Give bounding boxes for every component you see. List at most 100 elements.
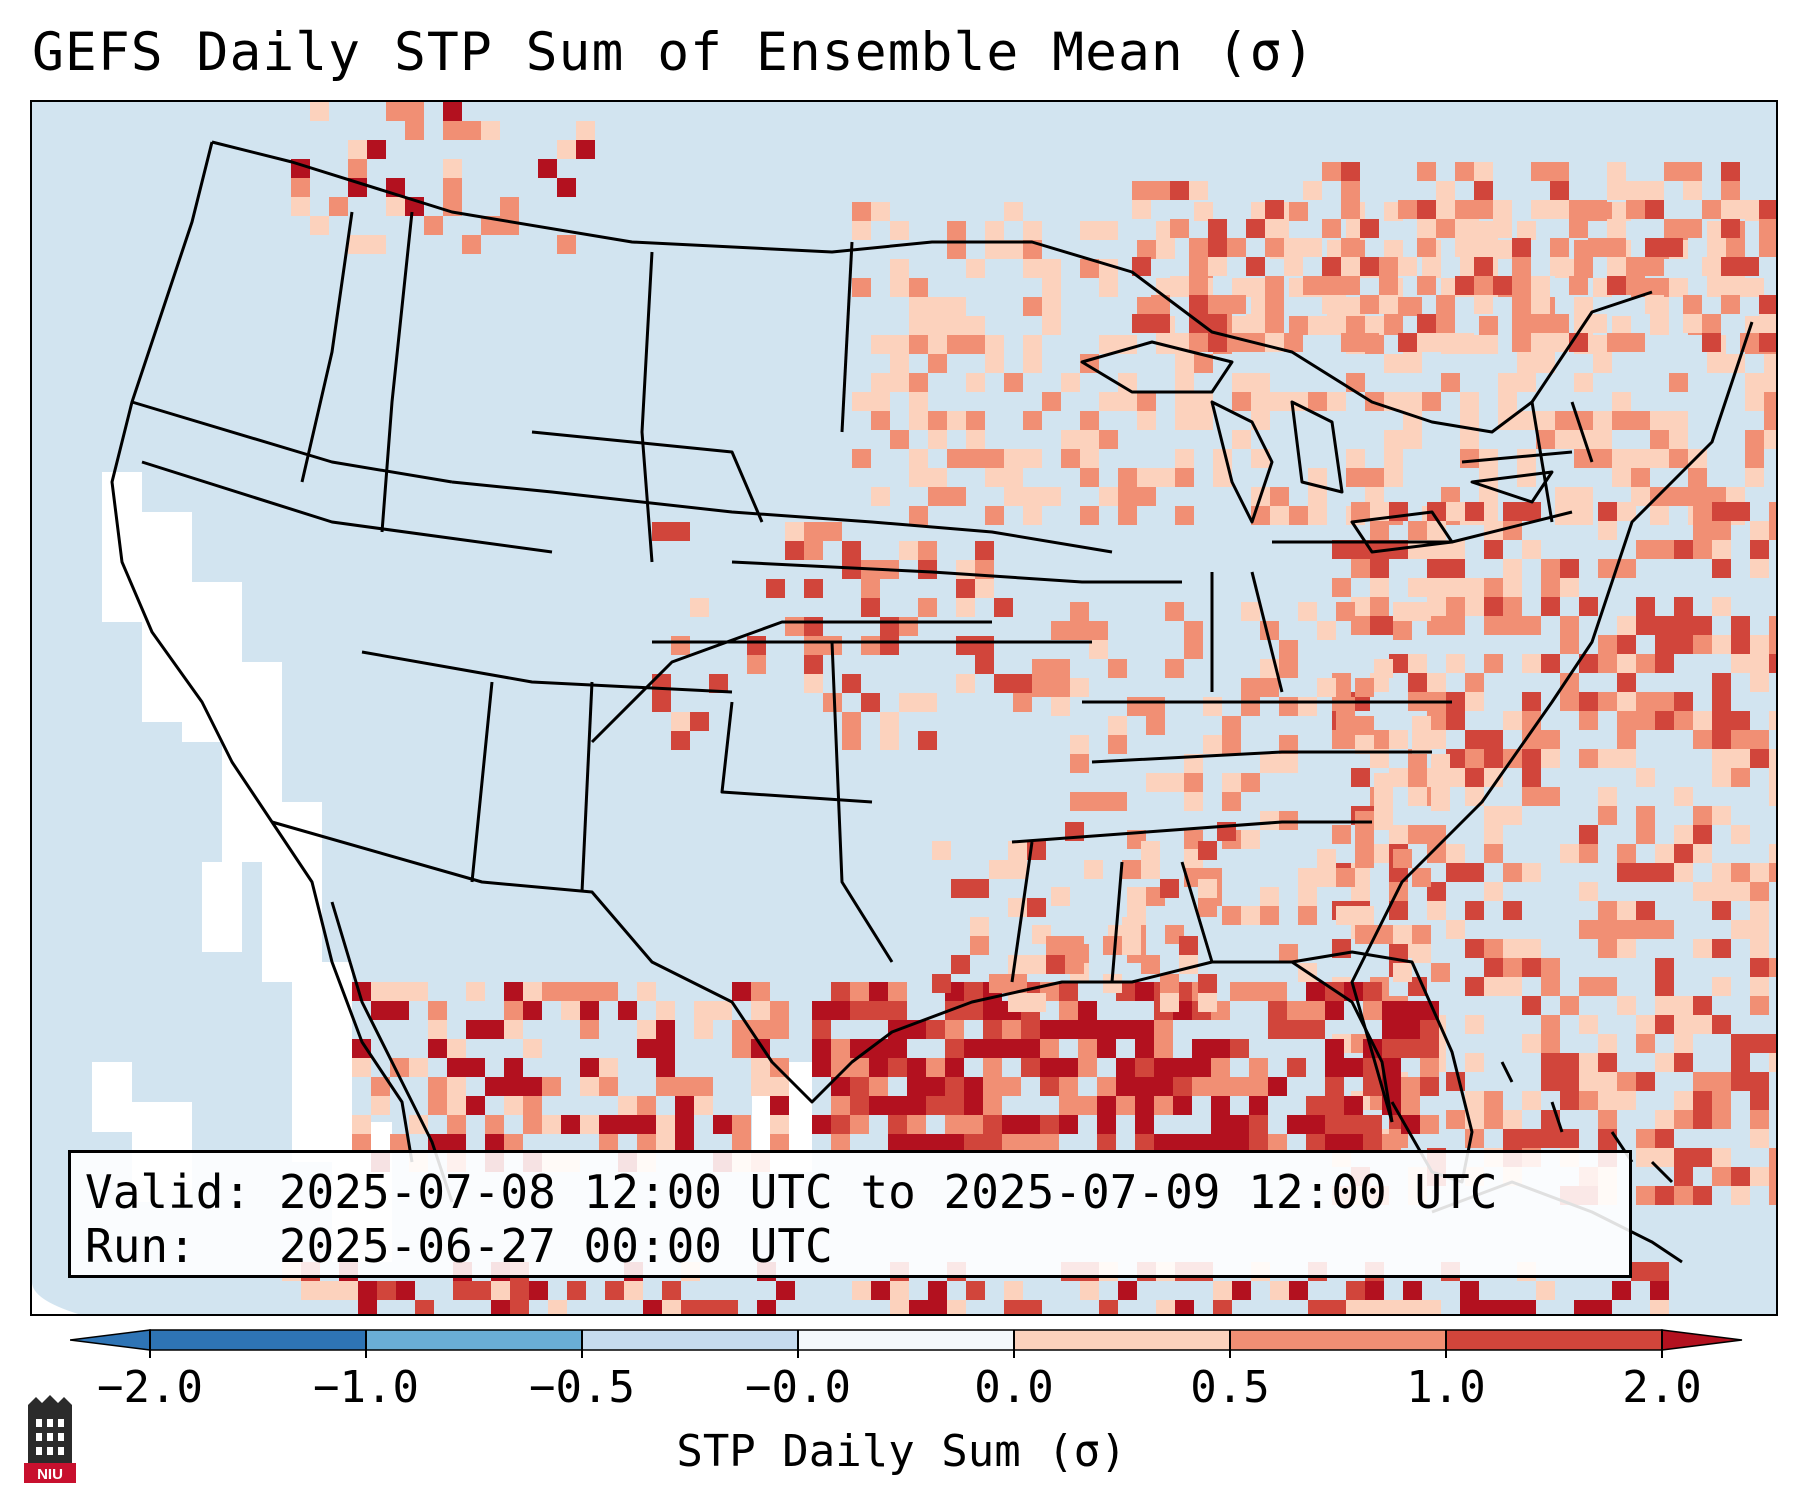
anomaly-cell [504, 1020, 523, 1039]
anomaly-cell [1431, 792, 1450, 811]
anomaly-cell [523, 1039, 542, 1058]
anomaly-cell [1541, 1015, 1560, 1034]
anomaly-cell [1251, 373, 1270, 392]
anomaly-cell [1712, 768, 1731, 787]
anomaly-cell [1683, 295, 1702, 314]
anomaly-cell [1175, 449, 1194, 468]
anomaly-cell [1251, 411, 1270, 430]
anomaly-cell [1230, 1115, 1249, 1134]
anomaly-cell [485, 1134, 504, 1153]
anomaly-cell [1008, 993, 1027, 1012]
anomaly-cell [1040, 1134, 1059, 1153]
anomaly-cell [1612, 411, 1631, 430]
anomaly-cell [751, 982, 770, 1001]
anomaly-cell [1484, 597, 1503, 616]
anomaly-cell [804, 617, 823, 636]
anomaly-cell [1008, 860, 1027, 879]
anomaly-cell [1365, 487, 1384, 506]
anomaly-cell [1484, 749, 1503, 768]
anomaly-cell [1351, 616, 1370, 635]
anomaly-cell [1750, 977, 1769, 996]
anomaly-cell [909, 392, 928, 411]
anomaly-cell [1769, 958, 1776, 977]
anomaly-cell [656, 1001, 675, 1020]
anomaly-cell [1222, 792, 1241, 811]
anomaly-cell [1279, 944, 1298, 963]
anomaly-cell [1636, 863, 1655, 882]
anomaly-cell [1154, 1058, 1173, 1077]
anomaly-cell [1612, 316, 1631, 335]
anomaly-cell [1412, 925, 1431, 944]
anomaly-cell [1393, 925, 1412, 944]
anomaly-cell [1137, 392, 1156, 411]
anomaly-cell [964, 1134, 983, 1153]
anomaly-cell [1135, 1096, 1154, 1115]
anomaly-cell [1232, 373, 1251, 392]
anomaly-cell [1650, 278, 1669, 297]
anomaly-cell [1626, 257, 1645, 276]
anomaly-cell [1251, 392, 1270, 411]
anomaly-cell [1769, 1053, 1776, 1072]
anomaly-cell [1122, 860, 1141, 879]
anomaly-cell [523, 1096, 542, 1115]
anomaly-cell [1669, 430, 1688, 449]
anomaly-cell [1721, 257, 1740, 276]
anomaly-cell [1631, 1262, 1650, 1281]
anomaly-cell [1446, 768, 1465, 787]
anomaly-cell [1099, 392, 1118, 411]
anomaly-cell [983, 1096, 1002, 1115]
anomaly-cell [1731, 1186, 1750, 1205]
anomaly-cell [643, 1300, 662, 1314]
anomaly-cell [1750, 920, 1769, 939]
anomaly-cell [1013, 674, 1032, 693]
anomaly-cell [1156, 240, 1175, 259]
anomaly-cell [966, 449, 985, 468]
anomaly-cell [352, 1039, 371, 1058]
anomaly-cell [1598, 635, 1617, 654]
anomaly-cell [1059, 1115, 1078, 1134]
anomaly-cell [1479, 316, 1498, 335]
anomaly-cell [1750, 939, 1769, 958]
anomaly-cell [1465, 749, 1484, 768]
colorbar-tick-label: −0.0 [745, 1362, 851, 1413]
anomaly-cell [1465, 1015, 1484, 1034]
anomaly-cell [1027, 955, 1046, 974]
anomaly-cell [1522, 939, 1541, 958]
anomaly-cell [1327, 316, 1346, 335]
anomaly-cell [1607, 276, 1626, 295]
anomaly-cell [1355, 906, 1374, 925]
anomaly-cell [1446, 1110, 1465, 1129]
anomaly-cell [852, 1281, 871, 1300]
anomaly-cell [871, 335, 890, 354]
colorbar-extend-low [70, 1329, 151, 1351]
anomaly-cell [1289, 506, 1308, 525]
anomaly-cell [367, 235, 386, 254]
anomaly-cell [1503, 939, 1522, 958]
anomaly-cell [1731, 654, 1750, 673]
anomaly-cell [371, 1096, 390, 1115]
anomaly-cell [1484, 806, 1503, 825]
anomaly-cell [1078, 1058, 1097, 1077]
anomaly-cell [1465, 597, 1484, 616]
map-panel[interactable] [30, 100, 1778, 1316]
anomaly-cell [656, 1077, 675, 1096]
anomaly-cell [1541, 730, 1560, 749]
anomaly-cell [462, 121, 481, 140]
anomaly-cell [1382, 1001, 1401, 1020]
anomaly-cell [1446, 711, 1465, 730]
anomaly-cell [409, 1115, 428, 1134]
anomaly-cell [1393, 963, 1412, 982]
anomaly-cell [1059, 982, 1078, 1001]
anomaly-cell [1246, 314, 1265, 333]
anomaly-cell [1712, 863, 1731, 882]
anomaly-cell [888, 1096, 907, 1115]
anomaly-cell [1598, 559, 1617, 578]
anomaly-cell [339, 1281, 358, 1300]
anomaly-cell [751, 1001, 770, 1020]
anomaly-cell [1370, 559, 1389, 578]
anomaly-cell [523, 1001, 542, 1020]
anomaly-cell [1531, 295, 1550, 314]
anomaly-cell [1484, 939, 1503, 958]
anomaly-cell [1099, 335, 1118, 354]
anomaly-cell [491, 1300, 510, 1314]
